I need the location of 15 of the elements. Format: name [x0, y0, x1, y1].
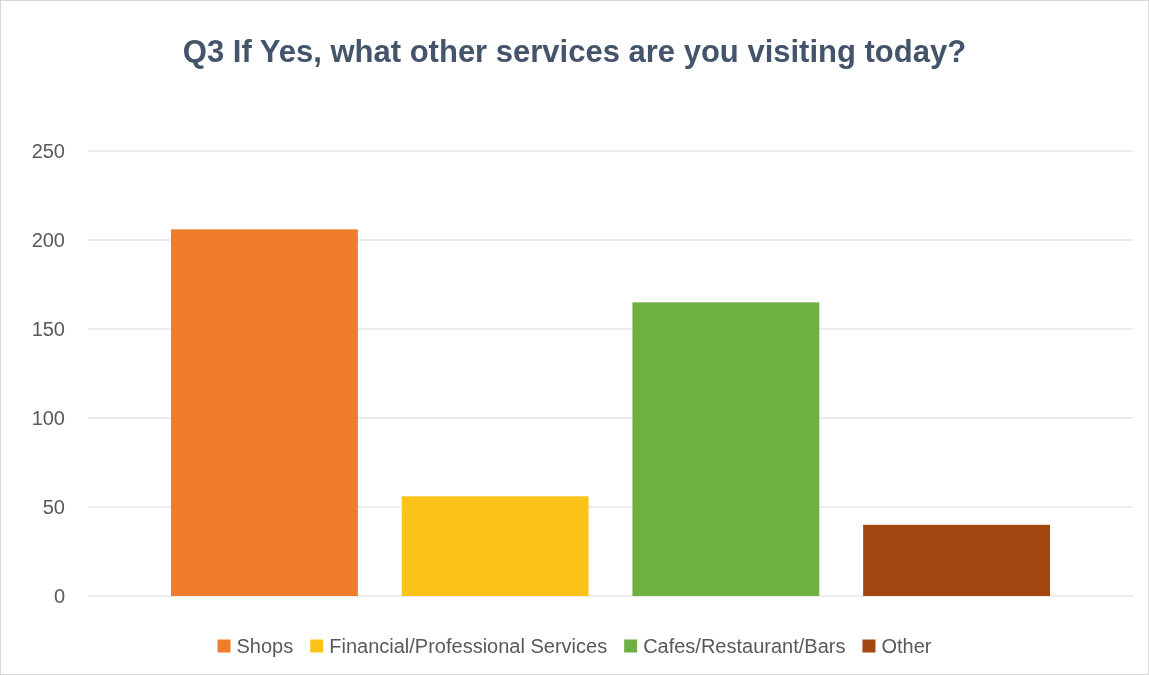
bar — [401, 496, 589, 596]
bar — [632, 302, 820, 596]
y-tick-label: 200 — [31, 229, 65, 251]
bar — [171, 229, 358, 596]
y-tick-label: 250 — [31, 140, 65, 162]
legend-label: Other — [881, 635, 932, 657]
chart-title: Q3 If Yes, what other services are you visiting today? — [182, 34, 967, 69]
legend-label: Financial/Professional Services — [329, 635, 608, 657]
y-tick-label: 0 — [53, 585, 65, 607]
legend-label: Cafes/Restaurant/Bars — [643, 635, 846, 657]
y-tick-label: 100 — [31, 407, 65, 429]
legend-label: Shops — [236, 635, 294, 657]
y-tick-label: 50 — [42, 496, 65, 518]
bar — [863, 524, 1050, 596]
y-tick-label: 150 — [31, 318, 65, 340]
